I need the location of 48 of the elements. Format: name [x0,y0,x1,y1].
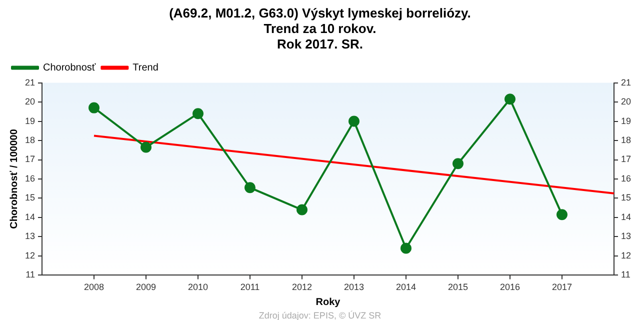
y2-tick-label: 12 [620,250,632,260]
point [348,116,360,127]
y2-tick-label: 18 [620,135,632,146]
point [140,142,152,153]
point [504,94,516,105]
text: Zdroj údajov: EPIS, © ÚVZ SR [258,310,382,320]
y-tick-label: 20 [24,96,36,107]
y2-tick-label: 14 [620,212,632,222]
chart-title: (A69.2, M01.2, G63.0) Výskyt lymeskej borreliózy. Trend za 10 rokov. Rok 2017. SR. [169,5,471,52]
point [296,204,308,216]
point [192,108,204,120]
y2-tick-label: 17 [620,154,632,164]
x-axis-title: Roky [316,296,341,308]
x-tick-label: 2015 [448,282,468,292]
y-tick-label: 15 [24,192,36,203]
x-tick-label: 2014 [396,282,416,292]
x-tick-label: 2008 [84,282,104,292]
y-tick-label: 12 [24,250,36,260]
x-tick-label: 2010 [188,282,208,292]
y2-tick-label: 19 [620,116,632,126]
y-tick-label: 16 [24,173,36,184]
legend-label: Chorobnosť [43,62,96,74]
x-tick-label: 2016 [500,282,520,292]
point [452,158,464,170]
x-tick-label: 2012 [292,282,312,292]
y2-tick-label: 21 [620,77,632,88]
y2-tick-label: 11 [620,270,630,280]
point [556,209,568,220]
y-axis-title: Chorobnosť / 100000 [8,128,20,229]
y2-tick-label: 15 [620,192,632,203]
y2-tick-label: 16 [620,173,632,184]
y-tick-label: 19 [24,116,36,126]
x-tick-label: 2017 [552,282,572,292]
y-tick-label: 21 [24,77,36,88]
point [244,182,256,194]
y-tick-label: 11 [26,270,36,280]
x-tick-label: 2013 [344,282,364,292]
y2-tick-label: 13 [620,231,632,242]
x-tick-label: 2009 [136,282,156,292]
y-tick-label: 14 [24,212,36,222]
x-tick-label: 2011 [240,282,260,292]
point [88,102,100,114]
y2-tick-label: 20 [620,96,632,107]
y-tick-label: 18 [24,135,36,146]
legend-label: Trend [132,62,158,74]
point [400,242,412,254]
y-tick-label: 13 [24,231,36,242]
y-tick-label: 17 [24,154,36,164]
